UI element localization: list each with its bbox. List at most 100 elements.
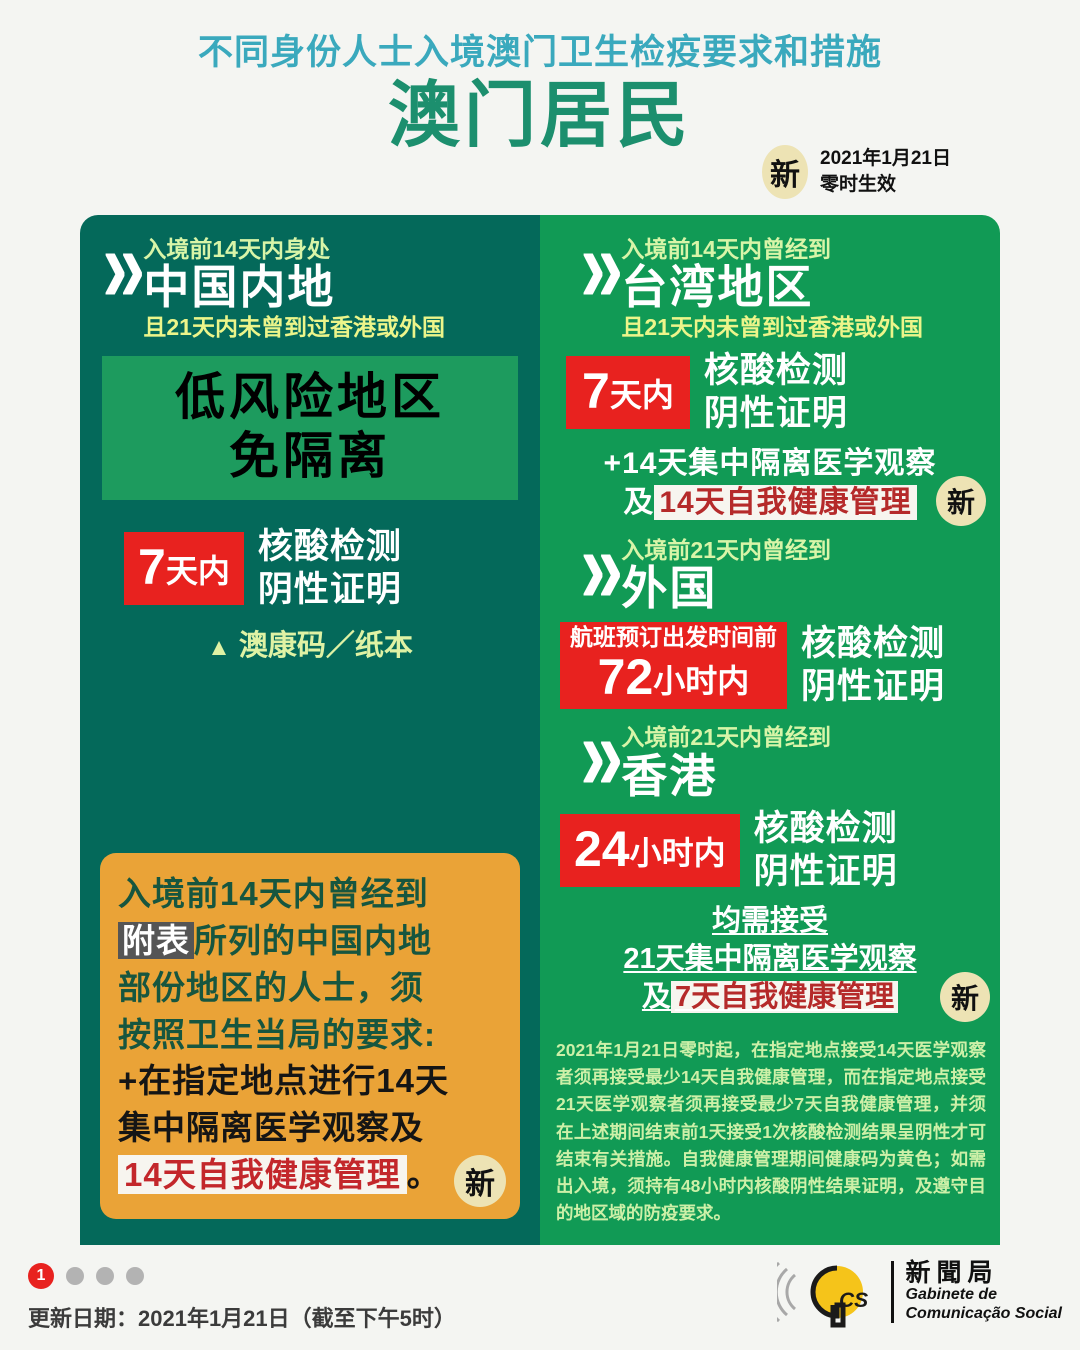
- common-note-line1: 均需接受: [711, 905, 828, 938]
- effective-date-line2: 零时生效: [820, 174, 897, 195]
- page-title: 澳门居民: [387, 75, 692, 156]
- new-badge-icon-common: 新: [940, 972, 990, 1023]
- common-note-line3: 及 7天自我健康管理: [540, 979, 1000, 1017]
- taiwan-requirement-text: 核酸检测 阴性证明: [704, 350, 848, 435]
- mainland-window-number: 7: [138, 539, 166, 596]
- mainland-post-line: 且21天内未曾到过香港或外国: [143, 313, 445, 340]
- hongkong-requirement-text: 核酸检测 阴性证明: [754, 808, 898, 893]
- taiwan-place: 台湾地区: [621, 261, 814, 314]
- common-note-line3-prefix: 及: [641, 980, 671, 1013]
- common-note-line2: 21天集中隔离医学观察: [623, 943, 917, 976]
- page-dot[interactable]: [66, 1267, 84, 1285]
- taiwan-test-requirement: 7天内 核酸检测 阴性证明: [566, 350, 1000, 435]
- mainland-window-unit: 天内: [165, 553, 230, 590]
- page-dot[interactable]: [96, 1267, 114, 1285]
- foreign-window-unit: 小时内: [653, 662, 750, 699]
- hongkong-place: 香港: [621, 749, 718, 802]
- annex-orange-box: 入境前14天内曾经到 附表 所列的中国内地 部份地区的人士，须 按照卫生当局的要求…: [100, 852, 520, 1219]
- taiwan-window-chip: 7天内: [566, 356, 690, 430]
- hongkong-test-requirement: 24小时内 核酸检测 阴性证明: [560, 808, 1000, 893]
- effective-date-line1: 2021年1月21日: [820, 148, 951, 170]
- taiwan-extra-highlight: 14天自我健康管理: [654, 484, 917, 520]
- mainland-requirement-line2: 阴性证明: [257, 569, 402, 609]
- mainland-method-text: 澳康码／纸本: [238, 629, 413, 662]
- annex-line-2: 附表 所列的中国内地: [118, 918, 502, 965]
- mainland-requirement-text: 核酸检测 阴性证明: [258, 526, 402, 611]
- gcs-logo-text: 新聞局 Gabinete de Comunicação Social: [890, 1259, 1063, 1323]
- gcs-logo-chinese: 新聞局: [905, 1259, 999, 1288]
- annex-line-5: +在指定地点进行14天: [118, 1062, 449, 1100]
- mainland-header-text: 入境前14天内身处 中国内地 且21天内未曾到过香港或外国: [143, 236, 445, 340]
- foreign-header: » 入境前21天内曾经到 外国: [580, 513, 1000, 619]
- footnote-text: 2021年1月21日零时起，在指定地点接受14天医学观察者须再接受最少14天自我…: [556, 1040, 986, 1223]
- mainland-place: 中国内地: [143, 261, 336, 314]
- hongkong-header-text: 入境前21天内曾经到 香港: [621, 724, 831, 802]
- update-date-text: 更新日期：2021年1月21日（截至下午5时）: [28, 1306, 456, 1331]
- taiwan-window-number: 7: [582, 363, 610, 420]
- effective-date-text: 2021年1月21日 零时生效: [820, 146, 951, 197]
- low-risk-box: 低风险地区 免隔离: [102, 356, 518, 501]
- foreign-place: 外国: [621, 561, 718, 614]
- hongkong-window-unit: 小时内: [629, 835, 726, 872]
- foreign-pre-line: 入境前21天内曾经到: [621, 536, 831, 563]
- chevron-double-right-icon: »: [580, 693, 623, 813]
- mainland-test-requirement: 7天内 核酸检测 阴性证明: [124, 526, 540, 611]
- taiwan-extra-line2: 及 14天自我健康管理: [540, 483, 1000, 522]
- effective-date-group: 新 2021年1月21日 零时生效: [762, 145, 951, 199]
- gcs-logo-pt-line1: Gabinete de: [905, 1286, 998, 1304]
- mainland-requirement-line1: 核酸检测: [257, 527, 402, 567]
- new-badge-icon-taiwan: 新: [936, 475, 986, 526]
- foreign-window-number: 72: [597, 648, 654, 705]
- footer: 1 更新日期：2021年1月21日（截至下午5时） CS 新聞局 Gabinet…: [0, 1245, 1080, 1350]
- foreign-header-text: 入境前21天内曾经到 外国: [621, 536, 831, 615]
- hongkong-requirement-line1: 核酸检测: [753, 809, 898, 849]
- annex-line-4: 按照卫生当局的要求:: [118, 1015, 436, 1053]
- annex-line-7: 14天自我健康管理。: [118, 1152, 502, 1199]
- foreign-window-top: 航班预订出发时间前: [570, 624, 777, 651]
- content-panels: » 入境前14天内身处 中国内地 且21天内未曾到过香港或外国 低风险地区 免隔…: [80, 215, 1000, 1245]
- page-dot[interactable]: [126, 1267, 144, 1285]
- chevron-double-right-icon: »: [580, 506, 623, 625]
- mainland-method-row: ▲ 澳康码／纸本: [80, 622, 540, 664]
- triangle-bullet-icon: ▲: [207, 633, 231, 661]
- annex-line-6: 集中隔离医学观察及: [118, 1109, 424, 1147]
- foreign-window-chip: 航班预订出发时间前 72小时内: [560, 622, 787, 710]
- mainland-header: » 入境前14天内身处 中国内地 且21天内未曾到过香港或外国: [102, 215, 540, 340]
- hongkong-header: » 入境前21天内曾经到 香港: [580, 700, 1000, 806]
- new-badge-icon-annex: 新: [454, 1155, 506, 1207]
- new-badge-icon: 新: [762, 145, 808, 199]
- annex-line-2-rest: 所列的中国内地: [194, 921, 432, 959]
- annex-highlight: 14天自我健康管理: [118, 1155, 407, 1195]
- foreign-requirement-line1: 核酸检测: [801, 624, 946, 664]
- svg-text:CS: CS: [839, 1289, 868, 1312]
- page-dot-active[interactable]: 1: [28, 1263, 54, 1289]
- taiwan-window-unit: 天内: [609, 377, 674, 414]
- hongkong-window-number: 24: [574, 821, 630, 878]
- mainland-pre-line: 入境前14天内身处: [143, 236, 330, 262]
- gcs-logo-mark-icon: CS: [763, 1255, 881, 1329]
- taiwan-requirement-line2: 阴性证明: [703, 393, 848, 433]
- foreign-window-bottom: 72小时内: [570, 648, 777, 705]
- low-risk-line1: 低风险地区: [175, 369, 445, 426]
- taiwan-header: » 入境前14天内曾经到 台湾地区 且21天内未曾到过香港或外国: [580, 215, 1000, 340]
- hongkong-window-chip: 24小时内: [560, 814, 740, 888]
- page-indicator[interactable]: 1: [28, 1263, 144, 1289]
- chevron-double-right-icon: »: [580, 215, 623, 325]
- common-quarantine-note: 均需接受 21天集中隔离医学观察 及 7天自我健康管理 新: [540, 903, 1000, 1023]
- chevron-double-right-icon: »: [102, 215, 145, 325]
- taiwan-extra-line1: +14天集中隔离医学观察: [603, 446, 937, 480]
- gcs-logo: CS 新聞局 Gabinete de Comunicação Social: [763, 1255, 1063, 1329]
- taiwan-header-text: 入境前14天内曾经到 台湾地区 且21天内未曾到过香港或外国: [621, 236, 923, 340]
- hongkong-pre-line: 入境前21天内曾经到: [621, 724, 831, 751]
- annex-line-1: 入境前14天内曾经到: [118, 874, 429, 912]
- gcs-logo-svg: CS: [763, 1261, 868, 1328]
- taiwan-post-line: 且21天内未曾到过香港或外国: [621, 313, 923, 340]
- annex-tag[interactable]: 附表: [118, 921, 194, 959]
- low-risk-line2: 免隔离: [229, 428, 391, 485]
- taiwan-extra-line2-prefix: 及: [623, 485, 655, 519]
- foreign-test-requirement: 航班预订出发时间前 72小时内 核酸检测 阴性证明: [560, 622, 1000, 710]
- gcs-logo-pt-line2: Comunicação Social: [905, 1304, 1063, 1322]
- foreign-requirement-line2: 阴性证明: [801, 666, 946, 706]
- taiwan-extra-block: +14天集中隔离医学观察 及 14天自我健康管理 新: [540, 444, 1000, 526]
- common-note-highlight: 7天自我健康管理: [670, 980, 899, 1013]
